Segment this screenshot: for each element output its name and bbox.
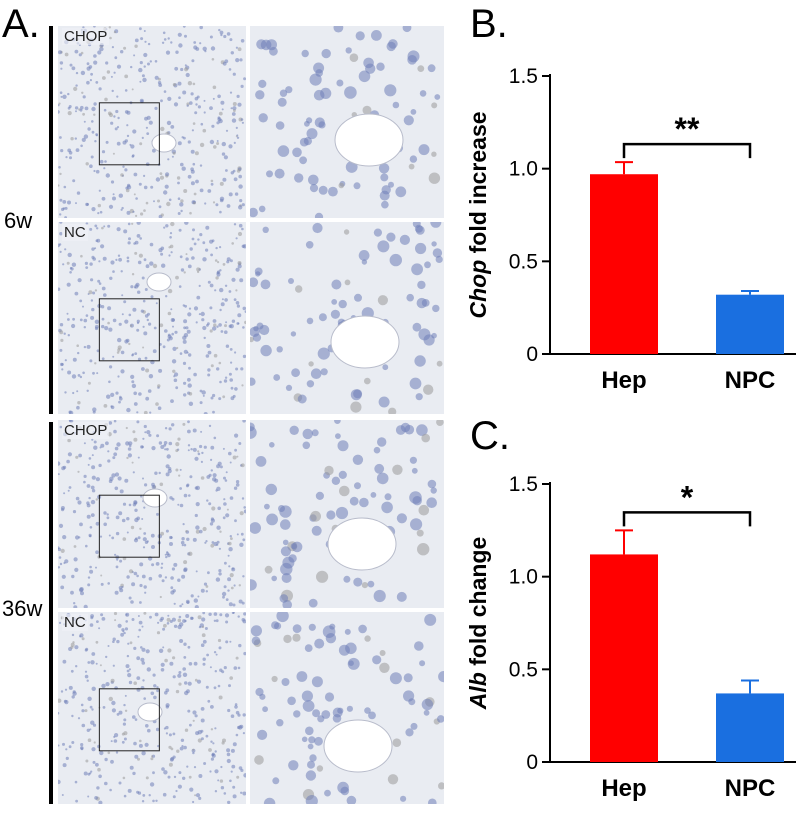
chart-b-svg: 0 0.5 1.0 1.5 Hep NPC ** Chop fold increase	[465, 65, 796, 394]
micrograph-texture	[250, 612, 444, 804]
category-label: Hep	[601, 367, 646, 394]
micrograph-1: CHOP	[58, 26, 246, 218]
micrograph-texture	[58, 612, 246, 804]
micrograph-5: CHOP	[58, 420, 246, 608]
y-axis-label: Chop fold increase	[465, 111, 491, 318]
row-label-6w: 6w	[4, 208, 33, 233]
micrograph-label: NC	[62, 224, 88, 241]
y-axis-label: Alb fold change	[465, 537, 491, 711]
bar-npc	[716, 294, 784, 354]
micrograph-texture	[250, 420, 444, 608]
micrograph-8	[250, 612, 444, 804]
panel-letter-a: A.	[2, 2, 40, 46]
y-tick-label: 0	[526, 751, 538, 774]
y-tick-label: 1.0	[509, 566, 538, 589]
micrograph-texture	[58, 26, 246, 218]
row-label-36w: 36w	[2, 596, 43, 621]
micrograph-texture	[58, 222, 246, 414]
micrograph-label: CHOP	[62, 422, 110, 439]
panel-letter-c: C.	[470, 414, 510, 458]
micrograph-label: NC	[62, 614, 88, 631]
significance-bracket	[622, 142, 752, 159]
micrograph-6	[250, 420, 444, 608]
chart-c: 0 0.5 1.0 1.5 Hep NPC * Alb fold change	[456, 448, 812, 808]
significance-label: *	[681, 479, 694, 515]
panel-letter-b: B.	[470, 2, 508, 46]
group-bar-6w	[49, 26, 53, 414]
y-tick-label: 1.0	[509, 158, 538, 181]
micrograph-texture	[250, 222, 443, 414]
bar-hep	[590, 174, 658, 354]
micrograph-7: NC	[58, 612, 246, 804]
bar-npc	[716, 693, 784, 762]
micrograph-texture	[58, 420, 246, 608]
y-tick-label: 0.5	[509, 658, 538, 681]
chart-b: 0 0.5 1.0 1.5 Hep NPC ** Chop fold increase	[456, 40, 812, 410]
chart-c-svg: 0 0.5 1.0 1.5 Hep NPC * Alb fold change	[465, 473, 796, 802]
y-tick-label: 0	[526, 343, 538, 366]
significance-label: **	[675, 111, 700, 147]
micrograph-2	[250, 26, 444, 218]
category-label: Hep	[601, 775, 646, 802]
group-bar-36w	[49, 422, 53, 804]
y-tick-label: 0.5	[509, 250, 538, 273]
micrograph-4	[250, 222, 444, 414]
micrograph-3: NC	[58, 222, 246, 414]
y-tick-label: 1.5	[509, 473, 538, 496]
category-label: NPC	[725, 775, 776, 802]
bar-hep	[590, 554, 658, 762]
micrograph-texture	[250, 26, 441, 218]
y-tick-label: 1.5	[509, 65, 538, 88]
category-label: NPC	[725, 367, 776, 394]
significance-bracket	[622, 511, 752, 527]
micrograph-label: CHOP	[62, 28, 110, 45]
